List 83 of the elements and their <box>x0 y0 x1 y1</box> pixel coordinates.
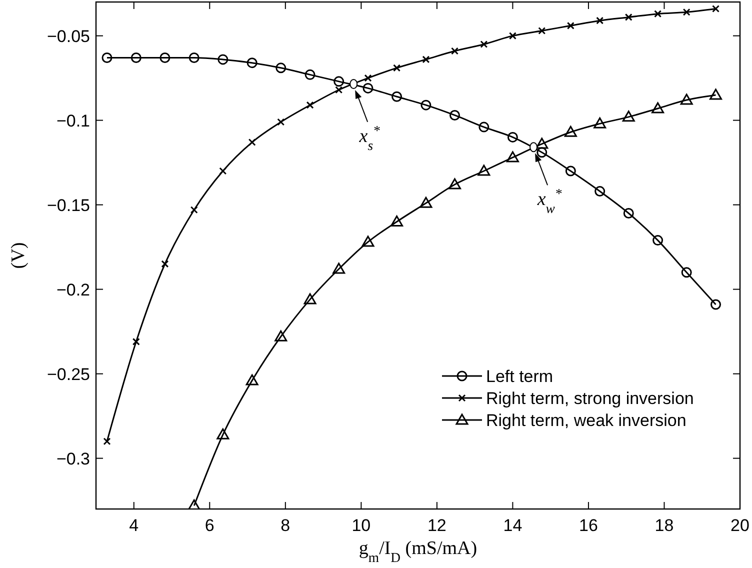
point <box>478 122 490 132</box>
point <box>103 438 111 446</box>
point <box>536 147 548 158</box>
point <box>480 40 488 48</box>
point <box>652 102 664 114</box>
point <box>190 206 198 214</box>
point <box>306 101 314 109</box>
point <box>246 374 258 386</box>
point <box>132 338 140 346</box>
y-tick-label: −0.2 <box>56 280 90 300</box>
point <box>246 58 258 68</box>
y-tick-label: −0.15 <box>46 196 90 215</box>
point <box>188 52 200 64</box>
point <box>362 82 374 94</box>
x-axis-title: g$_{m}$/I$_{D}$ (mS/mA) <box>358 538 478 564</box>
point <box>276 62 286 74</box>
x-tick-label: 12 <box>427 516 446 535</box>
point <box>161 260 169 268</box>
point <box>448 178 461 190</box>
x-tick-label: 4 <box>129 516 139 535</box>
point <box>219 167 227 175</box>
point <box>160 52 170 64</box>
point <box>102 52 112 64</box>
point <box>682 8 690 16</box>
y-axis-title: (V) <box>8 242 29 269</box>
point <box>536 138 548 149</box>
x-tick-label: 10 <box>352 516 371 535</box>
point <box>710 299 722 310</box>
point <box>538 26 546 34</box>
point <box>622 110 635 122</box>
point <box>566 22 574 30</box>
point <box>130 52 142 64</box>
legend-label: Right term, weak inversion <box>486 410 686 430</box>
point <box>564 126 577 137</box>
y-tick-label: −0.1 <box>56 111 90 130</box>
point <box>218 54 228 65</box>
point <box>449 110 460 120</box>
point <box>335 86 343 94</box>
point <box>450 47 458 55</box>
x-tick-label: 20 <box>730 516 750 535</box>
x-tick-label: 14 <box>503 516 522 535</box>
x-tick-label: 16 <box>579 516 598 535</box>
point <box>623 208 634 218</box>
point <box>277 118 285 126</box>
point <box>334 76 344 87</box>
point <box>332 262 346 274</box>
point <box>274 330 288 342</box>
point <box>508 32 516 40</box>
y-tick-label: −0.05 <box>46 26 90 46</box>
point <box>624 13 632 21</box>
point <box>216 428 230 440</box>
y-tick-label: −0.25 <box>46 364 90 384</box>
point <box>304 293 316 304</box>
point <box>596 16 604 24</box>
point <box>506 151 519 162</box>
x-tick-label: 18 <box>654 516 674 535</box>
point <box>188 499 200 509</box>
point <box>710 88 722 100</box>
y-tick-label: −0.3 <box>56 449 90 468</box>
point <box>420 100 432 110</box>
x-tick-label: 6 <box>204 516 214 535</box>
point <box>304 69 316 80</box>
point <box>680 94 693 105</box>
point <box>364 74 372 82</box>
point <box>507 132 518 142</box>
point <box>420 196 432 208</box>
point <box>652 235 664 246</box>
point <box>392 91 402 102</box>
point <box>712 5 720 13</box>
point <box>362 236 374 247</box>
point <box>478 164 490 176</box>
point <box>248 138 256 146</box>
point <box>654 10 662 18</box>
point <box>422 56 430 64</box>
point <box>390 215 404 226</box>
point <box>594 117 606 128</box>
x-tick-label: 8 <box>280 516 290 535</box>
legend-label: Left term <box>486 366 554 386</box>
point <box>594 186 606 197</box>
point <box>393 64 401 72</box>
legend-label: Right term, strong inversion <box>486 388 694 408</box>
point <box>681 267 692 278</box>
point <box>565 166 576 176</box>
